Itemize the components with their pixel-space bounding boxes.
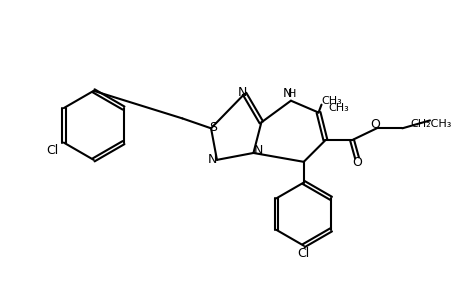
Text: N: N: [237, 86, 247, 99]
Text: S: S: [208, 121, 217, 134]
Text: N: N: [282, 87, 291, 100]
Text: CH₃: CH₃: [328, 103, 348, 112]
Text: N: N: [253, 145, 263, 158]
Text: Cl: Cl: [46, 144, 58, 157]
Text: CH₃: CH₃: [320, 96, 341, 106]
Text: O: O: [369, 118, 379, 131]
Text: H: H: [287, 89, 296, 99]
Text: O: O: [351, 156, 361, 169]
Text: CH₂CH₃: CH₂CH₃: [409, 119, 451, 129]
Text: Cl: Cl: [297, 247, 309, 260]
Text: N: N: [207, 153, 216, 167]
